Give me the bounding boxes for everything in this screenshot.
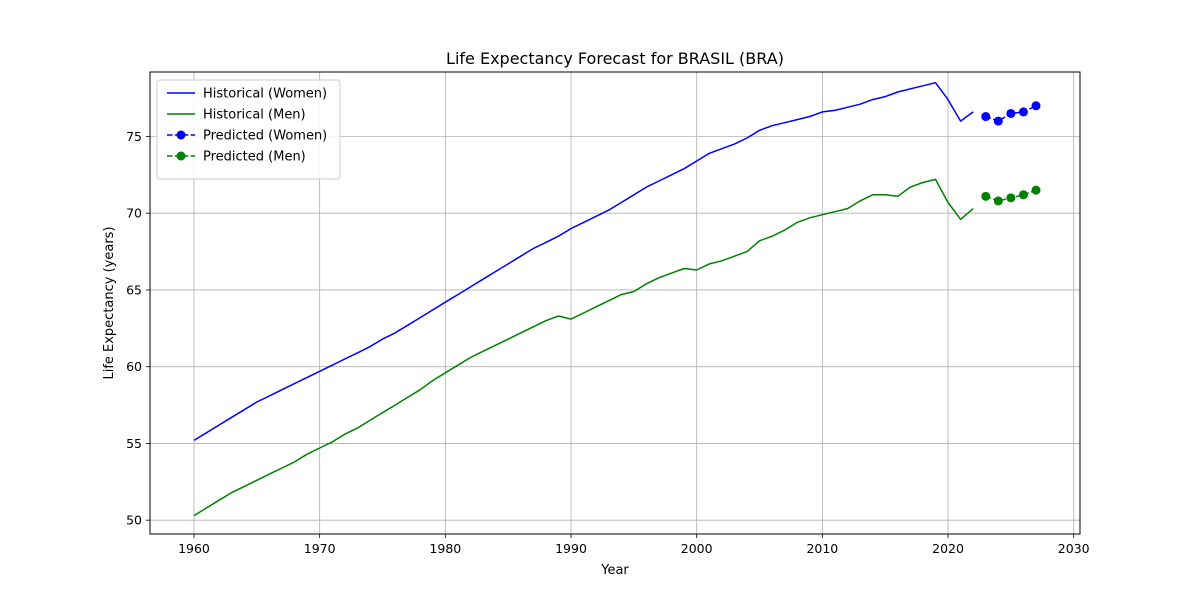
series-layer (193, 81, 1041, 517)
y-axis-label: Life Expectancy (years) (102, 226, 117, 379)
axis-ticks: 1960 1970 1980 1990 2000 2010 2020 2030 50 55 60 65… (126, 129, 1090, 556)
legend-label: Predicted (Women) (203, 129, 327, 144)
data-point (993, 116, 1003, 126)
x-axis-label: Year (600, 563, 629, 578)
legend-label: Predicted (Men) (203, 150, 306, 165)
x-tick-label: 2010 (806, 541, 838, 556)
x-tick-label: 1970 (304, 541, 336, 556)
data-point (1006, 108, 1016, 118)
x-tick-label: 2000 (681, 541, 713, 556)
y-tick-label: 55 (126, 436, 142, 451)
y-tick-label: 75 (126, 129, 142, 144)
y-tick-label: 60 (126, 359, 142, 374)
legend: Historical (Women) Historical (Men) Predic… (156, 79, 341, 180)
data-point (1006, 193, 1016, 203)
x-tick-label: 1980 (429, 541, 461, 556)
grid-lines (150, 72, 1080, 534)
chart-title: Life Expectancy Forecast for BRASIL (BRA… (446, 49, 784, 68)
y-tick-label: 65 (126, 282, 142, 297)
legend-label: Historical (Women) (203, 87, 327, 102)
series-line-1 (193, 178, 974, 517)
legend-box (156, 79, 341, 180)
y-tick-label: 50 (126, 513, 142, 528)
legend-marker (176, 130, 186, 140)
data-point (993, 196, 1003, 206)
data-point (1018, 190, 1028, 200)
y-tick-label: 70 (126, 206, 142, 221)
data-point (981, 191, 991, 201)
data-point (981, 112, 991, 122)
x-tick-label: 2030 (1058, 541, 1090, 556)
data-point (1031, 185, 1041, 195)
series-line-0 (193, 81, 974, 442)
legend-label: Historical (Men) (203, 108, 306, 123)
x-tick-label: 1960 (178, 541, 210, 556)
data-point (1031, 101, 1041, 111)
x-tick-label: 1990 (555, 541, 587, 556)
legend-marker (176, 151, 186, 161)
plot-frame (149, 71, 1081, 535)
x-tick-label: 2020 (932, 541, 964, 556)
data-point (1018, 107, 1028, 117)
